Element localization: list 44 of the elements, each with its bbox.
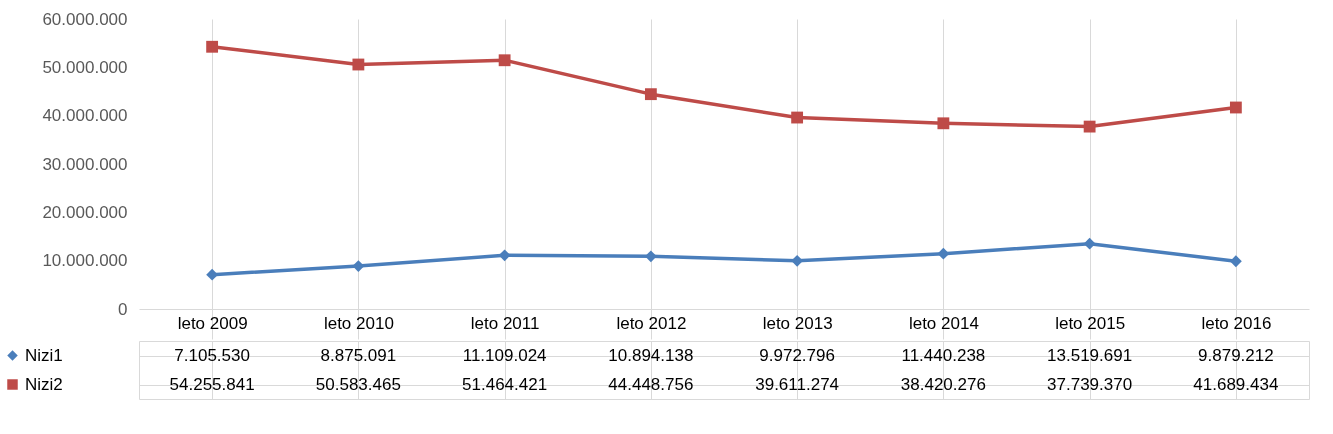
- x-tick-label: leto 2010: [323, 313, 394, 333]
- data-label: 38.420.276: [900, 374, 986, 394]
- point: [644, 88, 657, 101]
- x-tick-label: leto 2014: [908, 313, 979, 333]
- data-label: 44.448.756: [608, 374, 694, 394]
- data-label: 10.894.138: [608, 345, 694, 365]
- data-label: 50.583.465: [315, 374, 401, 394]
- point: [1083, 120, 1096, 133]
- y-tick-label: 40.000.000: [42, 106, 128, 126]
- y-tick-label: 0: [118, 299, 128, 319]
- y-tick-label: 30.000.000: [42, 154, 128, 174]
- point: [1229, 255, 1242, 268]
- y-tick-label: 20.000.000: [42, 202, 128, 222]
- point: [1083, 237, 1096, 250]
- data-label: 54.255.841: [169, 374, 255, 394]
- data-label: 11.440.238: [901, 345, 986, 365]
- point: [352, 260, 365, 273]
- data-label: 9.879.212: [1198, 345, 1274, 365]
- point: [791, 111, 804, 124]
- point: [206, 40, 219, 53]
- x-tick-label: leto 2009: [177, 313, 248, 333]
- x-tick-label: leto 2011: [470, 313, 540, 333]
- data-label: 37.739.370: [1047, 374, 1133, 394]
- point: [1229, 101, 1242, 114]
- data-label: 11.109.024: [462, 345, 547, 365]
- legend-label: Nizi1: [25, 345, 63, 365]
- point: [352, 58, 365, 71]
- x-tick-label: leto 2015: [1055, 313, 1126, 333]
- legend-label: Nizi2: [25, 374, 63, 394]
- data-label: 8.875.091: [320, 345, 397, 365]
- point: [937, 117, 950, 130]
- data-label: 41.689.434: [1193, 374, 1279, 394]
- y-tick-label: 10.000.000: [42, 251, 128, 271]
- x-tick-label: leto 2012: [616, 313, 687, 333]
- data-label: 39.611.274: [755, 374, 840, 394]
- x-tick-label: leto 2013: [762, 313, 833, 333]
- y-tick-label: 50.000.000: [42, 57, 128, 77]
- data-label: 13.519.691: [1047, 345, 1133, 365]
- data-label: 51.464.421: [462, 374, 548, 394]
- y-tick-label: 60.000.000: [42, 9, 128, 29]
- data-label: 9.972.796: [759, 345, 835, 365]
- x-tick-label: leto 2016: [1201, 313, 1272, 333]
- point: [498, 54, 511, 67]
- data-label: 7.105.530: [174, 345, 250, 365]
